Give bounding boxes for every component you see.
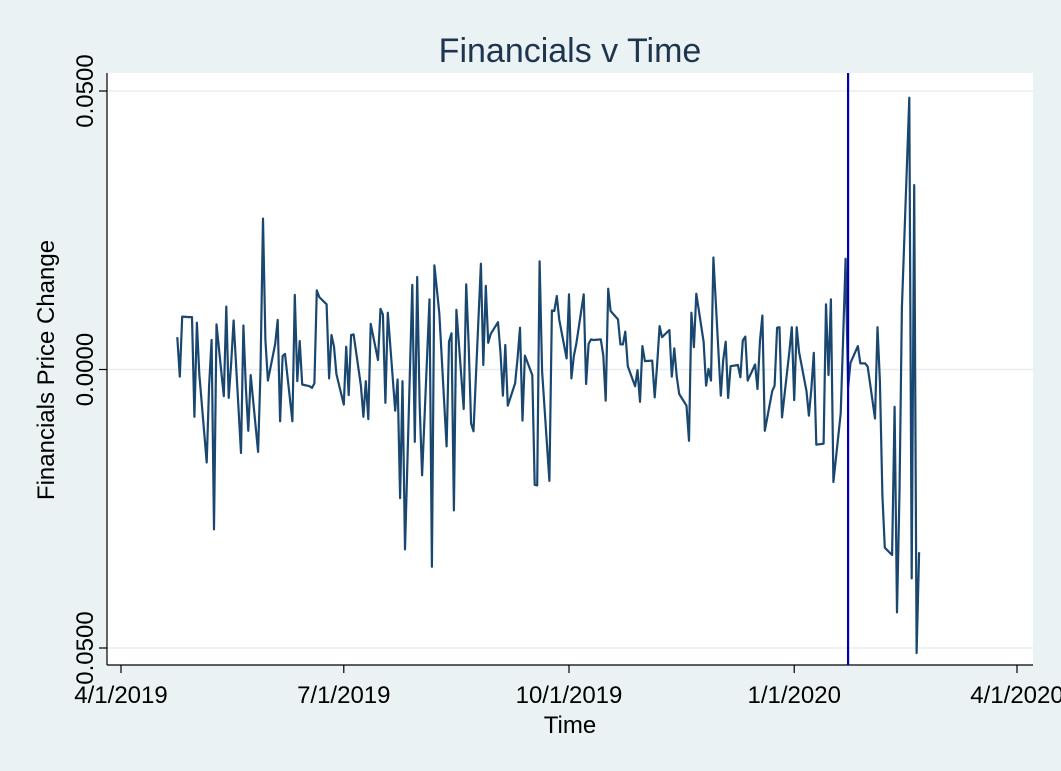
x-tick-label: 7/1/2019: [297, 682, 390, 709]
y-axis-ticks: 0.0500 0.0000 0.0500: [72, 54, 107, 685]
y-tick-label: 0.0000: [72, 333, 99, 406]
y-tick-label: 0.0500: [72, 54, 99, 127]
y-axis-label: Financials Price Change: [33, 240, 60, 500]
x-tick-label: 10/1/2019: [516, 682, 623, 709]
x-axis-label: Time: [544, 712, 596, 739]
x-tick-label: 1/1/2020: [748, 682, 841, 709]
series-line-financials: [176, 96, 921, 655]
chart-title: Financials v Time: [439, 32, 702, 70]
y-tick-label: 0.0500: [72, 611, 99, 684]
x-tick-label: 4/1/2020: [970, 682, 1061, 709]
x-axis-ticks: 4/1/2019 7/1/2019 10/1/2019 1/1/2020 4/1/202…: [74, 665, 1061, 709]
x-tick-label: 4/1/2019: [74, 682, 167, 709]
